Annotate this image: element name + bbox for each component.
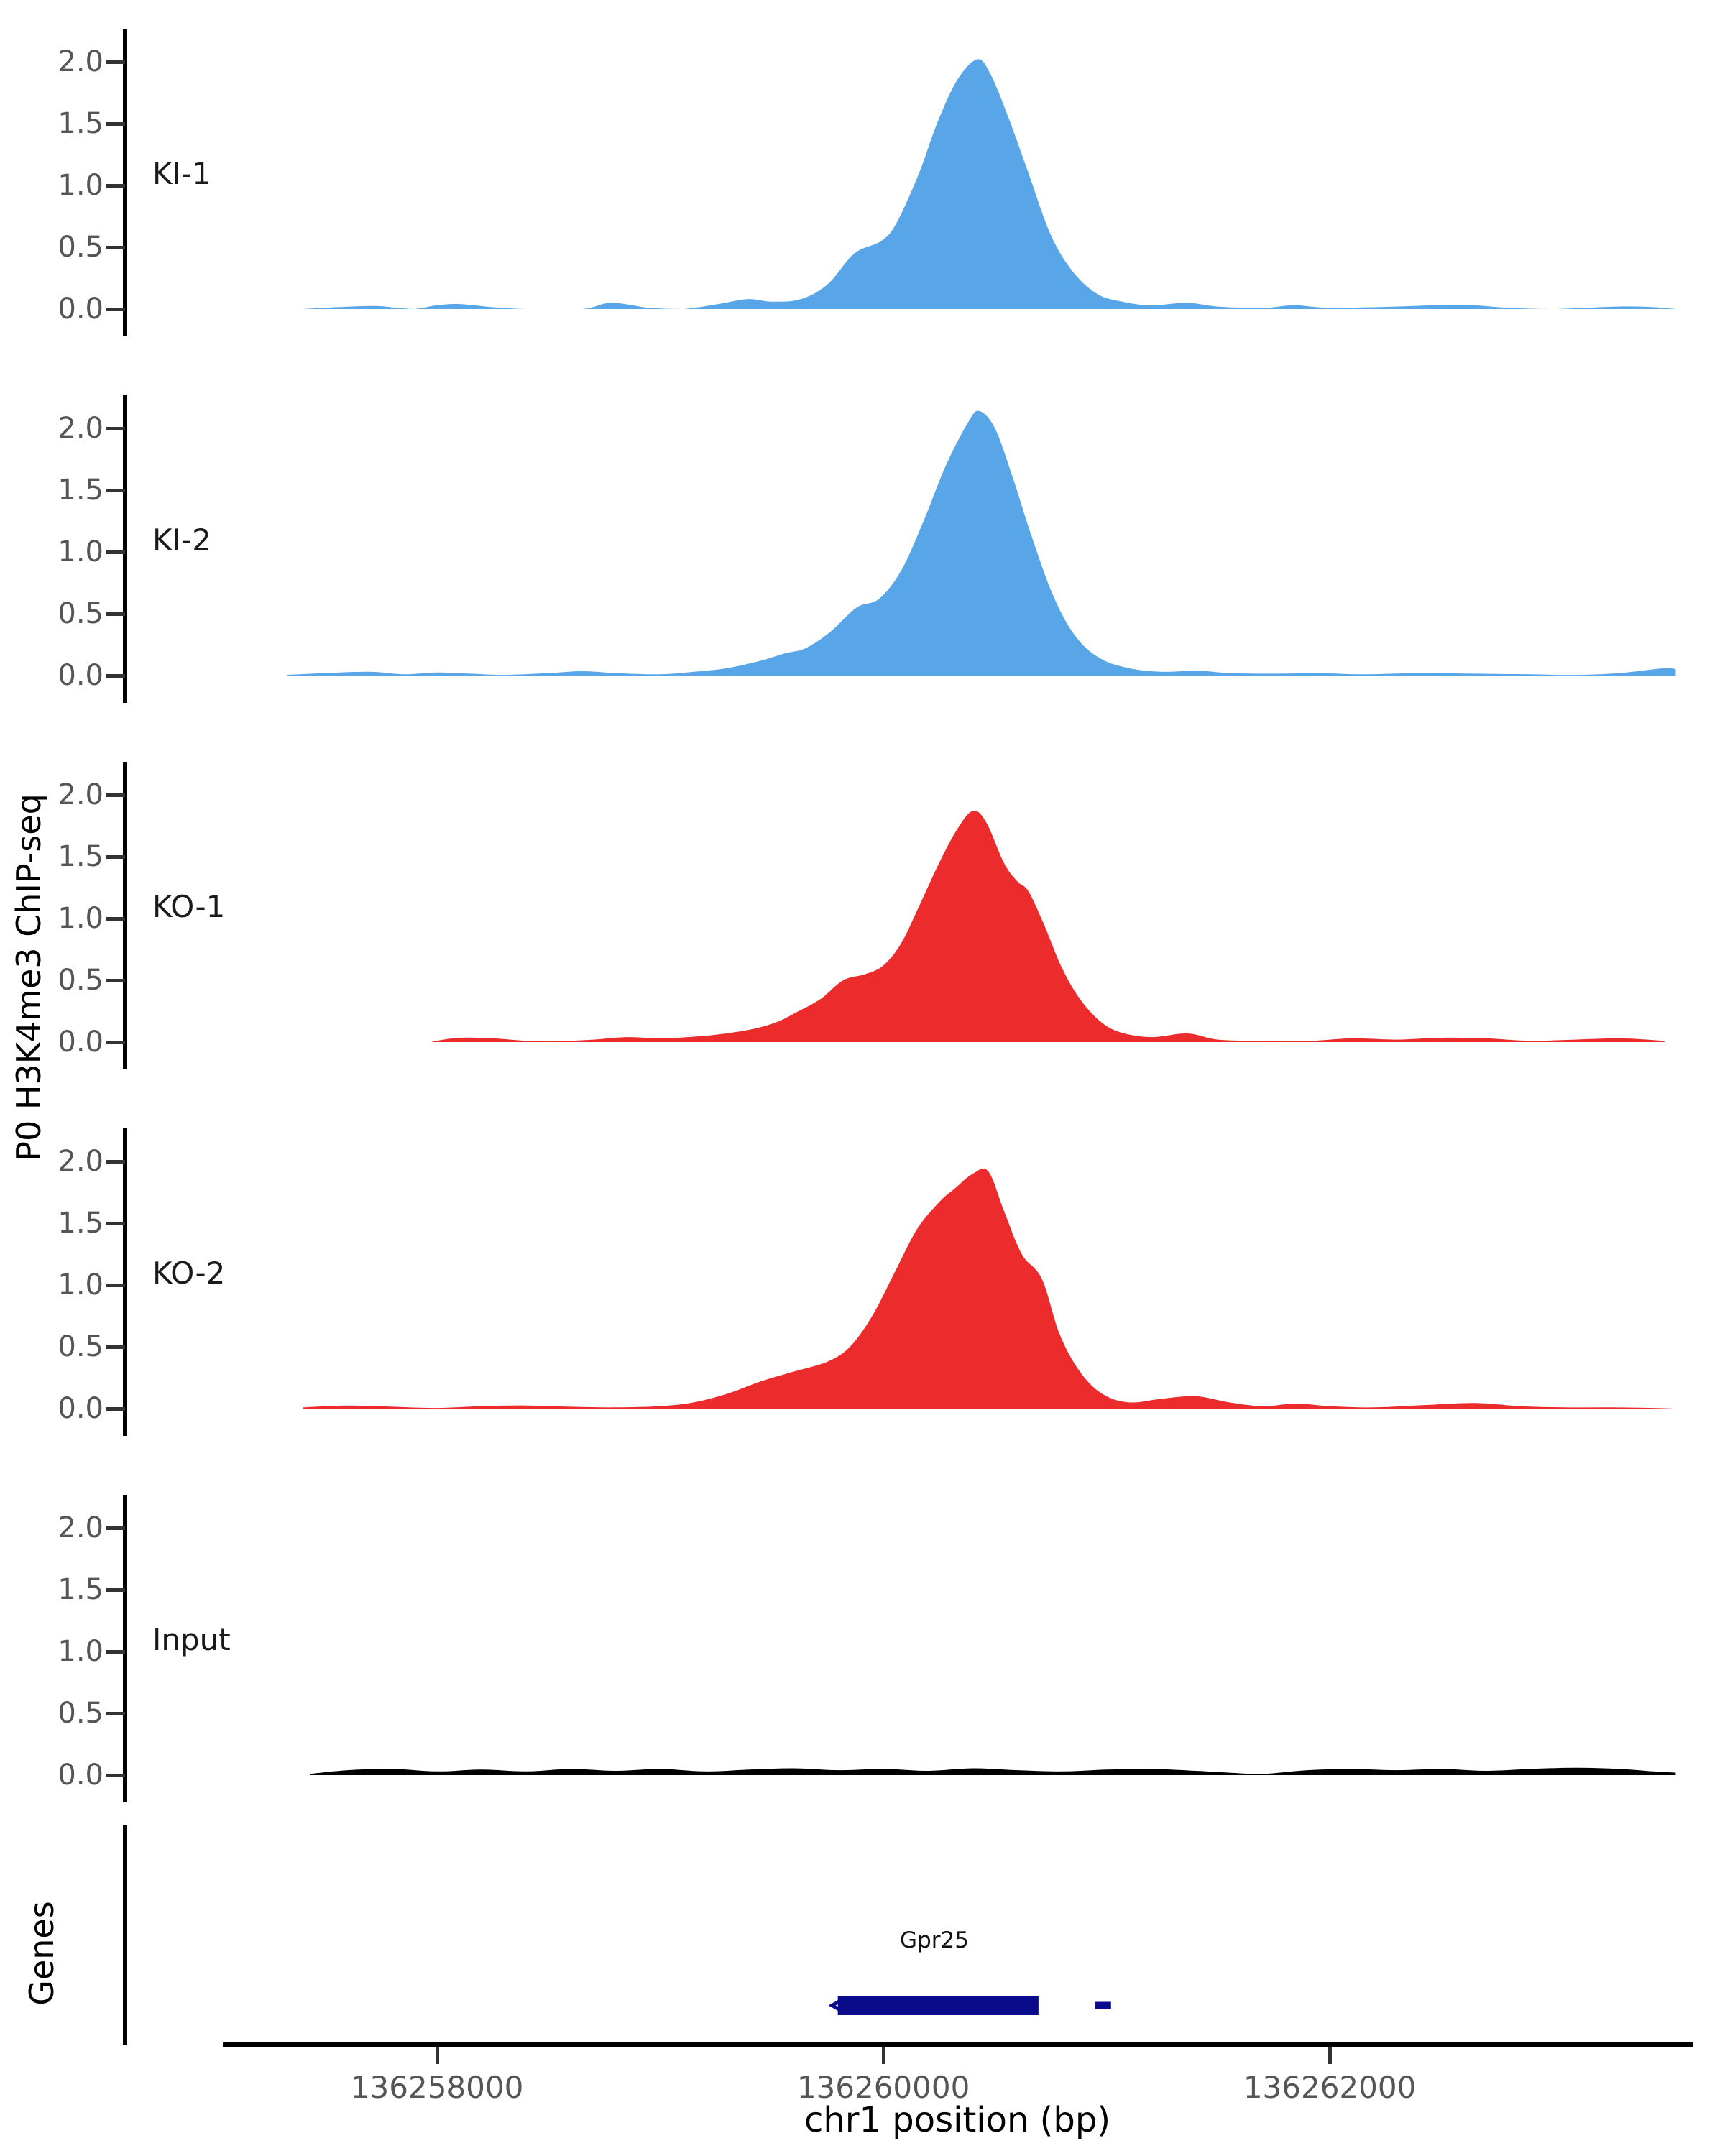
- ki-1-signal-track: [303, 59, 1676, 309]
- ko-1-y-tick-label: 0.0: [58, 1026, 104, 1059]
- ki-2-y-tick-label: 0.0: [58, 659, 104, 692]
- ko-2-y-tick: [106, 1406, 125, 1411]
- gene-body-rect: [837, 1996, 1039, 2015]
- ko-2-y-tick-label: 1.0: [58, 1268, 104, 1302]
- input-y-tick: [106, 1773, 125, 1777]
- ko-2-y-tick: [106, 1283, 125, 1287]
- input-y-tick-label: 1.5: [58, 1573, 104, 1606]
- input-y-tick: [106, 1588, 125, 1592]
- ki-2-y-tick-label: 0.5: [58, 597, 104, 630]
- x-axis-title: chr1 position (bp): [804, 2100, 1111, 2140]
- ko-1-y-axis-line: [123, 762, 127, 1069]
- ki-1-signal-area: [303, 59, 1676, 309]
- ko-1-y-tick-label: 1.0: [58, 902, 104, 935]
- ko-1-y-tick-label: 0.5: [58, 964, 104, 997]
- gene-name-label: Gpr25: [900, 1927, 969, 1953]
- ko-2-signal-track: [303, 1168, 1676, 1409]
- ko-1-y-tick: [106, 916, 125, 921]
- ki-2-y-axis-line: [123, 395, 127, 703]
- input-signal-track: [310, 1767, 1676, 1775]
- ko-2-y-tick-label: 0.5: [58, 1330, 104, 1363]
- input-y-axis-line: [123, 1495, 127, 1802]
- ki-1-y-tick: [106, 60, 125, 64]
- x-tick-label: 136258000: [350, 2070, 524, 2105]
- input-y-tick: [106, 1526, 125, 1530]
- x-tick: [435, 2047, 439, 2064]
- ki-1-y-tick: [106, 183, 125, 188]
- ko-1-signal-area: [432, 811, 1665, 1042]
- ki-2-y-tick: [106, 673, 125, 678]
- x-tick: [1328, 2047, 1332, 2064]
- ki-2-signal-area: [288, 410, 1676, 676]
- ki-1-y-tick: [106, 245, 125, 249]
- ki-1-y-tick-label: 1.0: [58, 169, 104, 202]
- ko-2-y-tick: [106, 1345, 125, 1349]
- ko-1-y-tick: [106, 978, 125, 982]
- ko-2-y-tick-label: 0.0: [58, 1392, 104, 1425]
- ko-1-y-tick: [106, 1040, 125, 1044]
- ki-1-y-tick-label: 1.5: [58, 107, 104, 140]
- ko-1-track-label: KO-1: [152, 889, 226, 924]
- ki-2-y-tick-label: 1.5: [58, 474, 104, 507]
- ko-2-signal-area: [303, 1168, 1676, 1409]
- input-y-tick: [106, 1649, 125, 1654]
- input-y-tick-label: 0.5: [58, 1697, 104, 1730]
- ki-1-y-tick: [106, 307, 125, 311]
- input-y-tick-label: 1.0: [58, 1635, 104, 1668]
- ko-2-y-axis-line: [123, 1128, 127, 1436]
- ki-2-y-tick: [106, 550, 125, 554]
- ki-2-y-tick: [106, 612, 125, 616]
- ki-2-y-tick-label: 1.0: [58, 535, 104, 568]
- ko-2-y-tick-label: 1.5: [58, 1207, 104, 1240]
- input-track-label: Input: [152, 1622, 231, 1657]
- x-tick-label: 136262000: [1243, 2070, 1417, 2105]
- ko-2-y-tick: [106, 1159, 125, 1164]
- ki-1-y-tick: [106, 121, 125, 126]
- ko-1-y-tick-label: 2.0: [58, 778, 104, 811]
- gene-extra-box: [1095, 2001, 1111, 2009]
- ki-2-track-label: KI-2: [152, 522, 211, 558]
- ki-1-y-tick-label: 0.5: [58, 231, 104, 264]
- ki-1-track-label: KI-1: [152, 156, 211, 191]
- input-y-tick-label: 0.0: [58, 1759, 104, 1792]
- ki-2-signal-track: [288, 410, 1676, 676]
- input-y-tick-label: 2.0: [58, 1511, 104, 1544]
- ki-2-y-tick: [106, 426, 125, 430]
- x-tick-label: 136260000: [796, 2070, 970, 2105]
- ki-2-y-tick-label: 2.0: [58, 412, 104, 445]
- ko-1-y-tick: [106, 793, 125, 797]
- ko-1-y-tick: [106, 854, 125, 859]
- gene-strand-arrow: [828, 1995, 847, 2016]
- genes-axis-line: [123, 1825, 127, 2045]
- ko-1-signal-track: [432, 811, 1665, 1042]
- input-signal-area: [310, 1767, 1676, 1775]
- ki-2-y-tick: [106, 488, 125, 492]
- ko-1-y-tick-label: 1.5: [58, 840, 104, 873]
- ki-1-y-tick-label: 2.0: [58, 45, 104, 78]
- x-axis-line: [223, 2042, 1693, 2047]
- input-y-tick: [106, 1711, 125, 1715]
- ko-2-y-tick-label: 2.0: [58, 1145, 104, 1178]
- x-tick: [881, 2047, 886, 2064]
- ki-1-y-tick-label: 0.0: [58, 292, 104, 326]
- ki-1-y-axis-line: [123, 29, 127, 336]
- ko-2-y-tick: [106, 1221, 125, 1225]
- ko-2-track-label: KO-2: [152, 1256, 226, 1291]
- gene-model-gpr25: [828, 1995, 1111, 2016]
